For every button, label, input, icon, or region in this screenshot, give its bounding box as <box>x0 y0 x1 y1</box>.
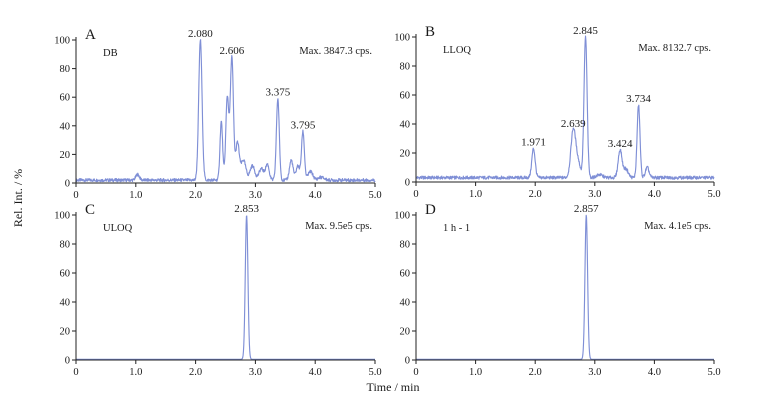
y-tick-label: 100 <box>394 211 410 222</box>
panel-a: 0 20 40 60 80 100 0 1.0 2.0 3.0 4.0 5.0 A DB Max. 3847… <box>54 27 381 201</box>
y-tick-label: 20 <box>60 150 71 161</box>
y-tick-label: 0 <box>65 356 70 367</box>
peak-label: 2.857 <box>574 203 599 215</box>
x-tick-label: 3.0 <box>249 367 262 378</box>
sample-label: LLOQ <box>443 45 471 56</box>
x-tick-label: 0 <box>73 367 78 378</box>
x-tick-label: 1.0 <box>469 189 482 200</box>
max-intensity-label: Max. 8132.7 cps. <box>638 43 711 54</box>
series-line <box>75 215 376 360</box>
series-line <box>75 39 376 183</box>
x-axis-title: Time / min <box>367 380 420 394</box>
x-tick-label: 3.0 <box>588 367 601 378</box>
sample-label: DB <box>103 48 118 59</box>
y-tick-label: 80 <box>60 64 71 75</box>
x-tick-label: 4.0 <box>309 190 322 201</box>
y-tick-label: 100 <box>54 36 70 47</box>
peak-label: 3.375 <box>265 87 290 99</box>
y-tick-label: 20 <box>60 327 71 338</box>
x-tick-label: 1.0 <box>469 367 482 378</box>
y-tick-label: 60 <box>60 269 71 280</box>
x-tick-label: 5.0 <box>368 367 381 378</box>
y-tick-label: 60 <box>400 91 411 102</box>
y-tick-label: 100 <box>54 211 70 222</box>
x-tick-label: 5.0 <box>707 367 720 378</box>
panel-letter: C <box>85 202 95 218</box>
x-tick-label: 0 <box>73 190 78 201</box>
peak-label: 2.080 <box>188 28 213 40</box>
y-tick-label: 100 <box>394 33 410 44</box>
y-axis-title: Rel. Int. / % <box>11 169 25 227</box>
series-line <box>415 214 715 360</box>
y-tick-label: 80 <box>400 62 411 73</box>
sample-label: ULOQ <box>103 223 133 234</box>
series-line <box>415 35 715 180</box>
x-tick-label: 2.0 <box>529 189 542 200</box>
panel-d: 0 20 40 60 80 100 0 1.0 2.0 3.0 4.0 5.0 D 1 h - 1 Max.… <box>394 202 720 378</box>
x-tick-label: 2.0 <box>189 367 202 378</box>
x-tick-label: 4.0 <box>648 367 661 378</box>
peak-label: 3.424 <box>608 138 633 150</box>
y-tick-label: 0 <box>405 356 410 367</box>
sample-label: 1 h - 1 <box>443 223 470 234</box>
x-tick-label: 5.0 <box>707 189 720 200</box>
y-tick-label: 60 <box>60 93 71 104</box>
max-intensity-label: Max. 4.1e5 cps. <box>644 221 711 232</box>
x-tick-label: 4.0 <box>309 367 322 378</box>
x-tick-label: 0 <box>413 189 418 200</box>
panel-letter: D <box>425 202 436 218</box>
y-tick-label: 20 <box>400 149 411 160</box>
y-tick-label: 80 <box>400 240 411 251</box>
y-tick-label: 20 <box>400 327 411 338</box>
x-tick-label: 5.0 <box>368 190 381 201</box>
max-intensity-label: Max. 3847.3 cps. <box>299 46 372 57</box>
x-tick-label: 3.0 <box>249 190 262 201</box>
x-tick-label: 4.0 <box>648 189 661 200</box>
peak-label: 2.853 <box>234 203 259 215</box>
x-tick-label: 2.0 <box>189 190 202 201</box>
x-tick-label: 0 <box>413 367 418 378</box>
panel-c: 0 20 40 60 80 100 0 1.0 2.0 3.0 4.0 5.0 C ULOQ Max. 9.… <box>54 202 381 378</box>
max-intensity-label: Max. 9.5e5 cps. <box>305 221 372 232</box>
peak-label: 3.734 <box>626 93 651 105</box>
y-tick-label: 40 <box>400 120 411 131</box>
x-tick-label: 1.0 <box>129 190 142 201</box>
peak-label: 2.845 <box>573 25 598 37</box>
y-tick-label: 80 <box>60 240 71 251</box>
panel-b: 0 20 40 60 80 100 0 1.0 2.0 3.0 4.0 5.0 B LLOQ Max. 81… <box>394 24 720 200</box>
y-tick-label: 40 <box>60 121 71 132</box>
panel-letter: A <box>85 27 96 43</box>
x-tick-label: 3.0 <box>588 189 601 200</box>
peak-label: 1.971 <box>521 137 546 149</box>
y-tick-label: 60 <box>400 269 411 280</box>
peak-label: 2.606 <box>219 45 244 57</box>
x-tick-label: 1.0 <box>129 367 142 378</box>
y-tick-label: 0 <box>405 178 410 189</box>
y-tick-label: 40 <box>400 298 411 309</box>
y-tick-label: 0 <box>65 179 70 190</box>
x-tick-label: 2.0 <box>529 367 542 378</box>
y-tick-label: 40 <box>60 298 71 309</box>
panel-letter: B <box>425 24 435 40</box>
peak-label: 3.795 <box>291 120 316 132</box>
peak-label: 2.639 <box>561 118 586 130</box>
